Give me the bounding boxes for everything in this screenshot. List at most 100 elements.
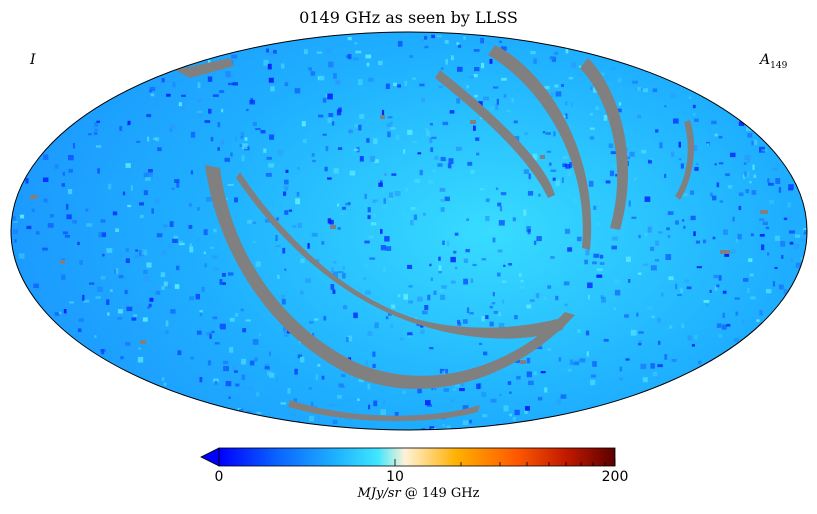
noise-pixel bbox=[425, 128, 429, 131]
noise-pixel bbox=[26, 225, 32, 230]
noise-pixel bbox=[265, 219, 271, 223]
noise-pixel bbox=[719, 162, 724, 165]
component-label-sub: 149 bbox=[770, 60, 788, 71]
noise-pixel bbox=[173, 235, 179, 239]
noise-pixel bbox=[315, 374, 318, 380]
noise-pixel bbox=[14, 239, 17, 243]
noise-pixel bbox=[280, 63, 285, 69]
noise-pixel bbox=[591, 407, 598, 413]
noise-pixel bbox=[638, 234, 641, 239]
noise-pixel bbox=[372, 199, 376, 204]
masked-band-lower bbox=[205, 165, 575, 389]
noise-pixel bbox=[587, 294, 591, 300]
noise-pixel bbox=[626, 156, 630, 160]
noise-pixel bbox=[590, 374, 597, 378]
noise-pixel bbox=[310, 401, 314, 408]
noise-pixel bbox=[746, 126, 752, 132]
noise-pixel bbox=[338, 147, 343, 150]
noise-pixel bbox=[501, 280, 507, 283]
noise-pixel bbox=[778, 284, 784, 290]
noise-pixel bbox=[399, 337, 404, 341]
noise-pixel bbox=[83, 299, 90, 303]
noise-pixel bbox=[54, 312, 60, 316]
noise-pixel bbox=[637, 115, 642, 119]
noise-pixel bbox=[703, 300, 710, 303]
noise-pixel bbox=[265, 173, 272, 177]
noise-pixel bbox=[473, 74, 478, 78]
noise-pixel bbox=[433, 290, 437, 295]
noise-pixel bbox=[712, 236, 716, 240]
noise-pixel bbox=[709, 289, 712, 293]
noise-pixel bbox=[659, 142, 663, 149]
noise-pixel bbox=[431, 34, 435, 39]
noise-pixel bbox=[550, 169, 557, 172]
noise-pixel bbox=[446, 425, 451, 430]
noise-pixel bbox=[161, 78, 165, 83]
noise-pixel bbox=[411, 77, 417, 80]
noise-pixel bbox=[343, 305, 348, 310]
noise-pixel bbox=[489, 305, 494, 309]
noise-pixel bbox=[190, 131, 196, 138]
noise-pixel bbox=[450, 280, 456, 284]
noise-pixel bbox=[43, 198, 48, 203]
noise-pixel bbox=[638, 331, 644, 334]
noise-pixel bbox=[142, 317, 148, 322]
noise-pixel bbox=[783, 217, 788, 221]
noise-pixel bbox=[457, 243, 460, 249]
noise-pixel bbox=[499, 206, 503, 212]
noise-pixel bbox=[293, 413, 297, 417]
noise-pixel bbox=[551, 92, 554, 98]
noise-pixel bbox=[234, 370, 238, 373]
noise-pixel bbox=[198, 110, 204, 117]
noise-pixel bbox=[401, 211, 405, 217]
noise-pixel bbox=[368, 235, 374, 239]
noise-pixel bbox=[661, 292, 664, 297]
noise-pixel bbox=[207, 76, 213, 82]
noise-pixel bbox=[64, 235, 70, 238]
noise-pixel bbox=[414, 179, 420, 183]
noise-pixel bbox=[694, 118, 699, 122]
noise-pixel bbox=[352, 57, 359, 61]
noise-pixel bbox=[746, 171, 750, 178]
noise-pixel bbox=[637, 87, 642, 91]
noise-pixel bbox=[666, 227, 670, 231]
noise-pixel bbox=[470, 278, 474, 283]
noise-pixel bbox=[655, 129, 659, 133]
noise-pixel bbox=[88, 133, 92, 136]
noise-pixel bbox=[462, 405, 469, 411]
noise-pixel bbox=[170, 309, 176, 314]
noise-pixel bbox=[196, 110, 203, 114]
noise-pixel bbox=[220, 323, 226, 330]
noise-pixel bbox=[730, 152, 736, 158]
noise-pixel bbox=[423, 212, 426, 216]
noise-pixel bbox=[125, 342, 131, 346]
noise-pixel bbox=[409, 55, 413, 58]
noise-pixel bbox=[189, 243, 192, 248]
noise-pixel bbox=[686, 286, 692, 290]
colorbar-gradient bbox=[218, 447, 616, 467]
noise-pixel bbox=[747, 133, 753, 138]
noise-pixel bbox=[516, 376, 521, 380]
noise-pixel bbox=[255, 261, 261, 267]
noise-pixel bbox=[172, 238, 178, 243]
noise-pixel bbox=[527, 229, 531, 235]
noise-pixel bbox=[592, 261, 597, 265]
noise-pixel bbox=[514, 409, 520, 416]
noise-pixel bbox=[788, 184, 794, 190]
noise-pixel bbox=[498, 322, 505, 329]
noise-pixel bbox=[718, 136, 723, 139]
noise-pixel bbox=[619, 366, 623, 372]
noise-pixel bbox=[43, 154, 49, 160]
noise-pixel bbox=[365, 263, 368, 268]
noise-pixel bbox=[624, 314, 629, 318]
noise-pixel bbox=[410, 220, 414, 226]
noise-pixel bbox=[353, 148, 359, 152]
noise-pixel bbox=[579, 358, 586, 363]
noise-pixel bbox=[139, 324, 144, 329]
noise-pixel bbox=[317, 414, 321, 420]
noise-pixel bbox=[482, 414, 488, 418]
noise-pixel bbox=[457, 66, 463, 72]
noise-pixel bbox=[595, 106, 599, 111]
noise-pixel bbox=[564, 228, 571, 234]
